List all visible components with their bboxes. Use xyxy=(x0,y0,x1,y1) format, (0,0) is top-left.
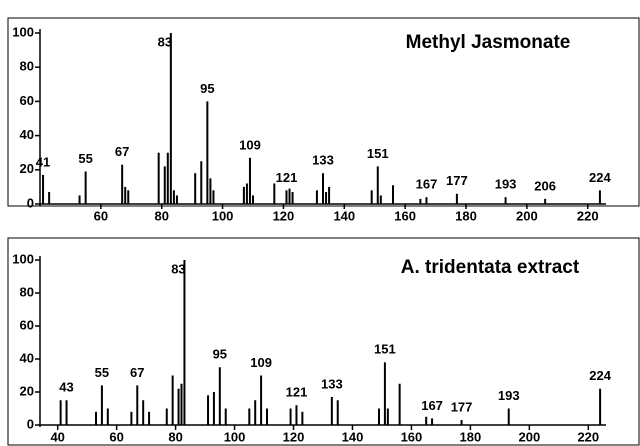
peak-label: 151 xyxy=(374,342,396,357)
peak-label: 109 xyxy=(250,355,272,370)
peak-label: 43 xyxy=(59,380,73,395)
x-tick-label: 220 xyxy=(577,208,599,223)
x-tick-label: 180 xyxy=(460,429,482,444)
y-tick-label: 0 xyxy=(27,195,34,210)
x-tick-label: 200 xyxy=(519,429,541,444)
x-tick-label: 120 xyxy=(283,429,305,444)
peak-label: 83 xyxy=(158,34,172,49)
peak-label: 193 xyxy=(495,177,517,192)
y-tick-label: 80 xyxy=(20,59,34,74)
peak-label: 133 xyxy=(321,376,343,391)
x-tick-label: 60 xyxy=(94,208,108,223)
peak-label: 193 xyxy=(498,388,520,403)
x-tick-label: 160 xyxy=(394,208,416,223)
peak-label: 224 xyxy=(589,170,611,185)
peak-label: 151 xyxy=(367,146,389,161)
y-tick-label: 60 xyxy=(20,317,34,332)
y-tick-label: 0 xyxy=(27,416,34,431)
peak-label: 133 xyxy=(312,153,334,168)
peak-label: 177 xyxy=(451,399,473,414)
peak-label: 67 xyxy=(115,144,129,159)
x-tick-label: 220 xyxy=(577,429,599,444)
y-tick-label: 20 xyxy=(20,383,34,398)
x-tick-label: 100 xyxy=(212,208,234,223)
y-tick-label: 80 xyxy=(20,284,34,299)
peak-label: 121 xyxy=(286,385,308,400)
peak-label: 109 xyxy=(239,137,261,152)
x-tick-label: 80 xyxy=(168,429,182,444)
y-tick-label: 40 xyxy=(20,350,34,365)
x-tick-label: 60 xyxy=(109,429,123,444)
peak-label: 95 xyxy=(213,347,227,362)
x-tick-label: 120 xyxy=(273,208,295,223)
x-tick-label: 200 xyxy=(516,208,538,223)
y-tick-label: 60 xyxy=(20,93,34,108)
peak-label: 41 xyxy=(36,154,50,169)
y-tick-label: 100 xyxy=(12,251,34,266)
x-tick-label: 40 xyxy=(50,429,64,444)
x-tick-label: 80 xyxy=(154,208,168,223)
x-tick-label: 160 xyxy=(401,429,423,444)
y-tick-label: 40 xyxy=(20,127,34,142)
x-tick-label: 140 xyxy=(333,208,355,223)
peak-label: 206 xyxy=(534,178,556,193)
peak-label: 95 xyxy=(200,81,214,96)
peak-label: 167 xyxy=(416,177,438,192)
x-tick-label: 180 xyxy=(455,208,477,223)
y-tick-label: 20 xyxy=(20,161,34,176)
peak-label: 83 xyxy=(171,261,185,276)
peak-label: 121 xyxy=(276,170,298,185)
chart-title: Methyl Jasmonate xyxy=(406,32,571,53)
x-tick-label: 140 xyxy=(342,429,364,444)
peak-label: 167 xyxy=(421,398,443,413)
peak-label: 55 xyxy=(95,365,109,380)
peak-label: 177 xyxy=(446,173,468,188)
peak-label: 224 xyxy=(589,368,611,383)
panel-frame xyxy=(7,17,640,207)
chart-title: A. tridentata extract xyxy=(401,257,580,278)
peak-label: 55 xyxy=(78,151,92,166)
panel-frame xyxy=(7,237,640,446)
peak-label: 67 xyxy=(130,365,144,380)
x-tick-label: 100 xyxy=(224,429,246,444)
y-tick-label: 100 xyxy=(12,24,34,39)
